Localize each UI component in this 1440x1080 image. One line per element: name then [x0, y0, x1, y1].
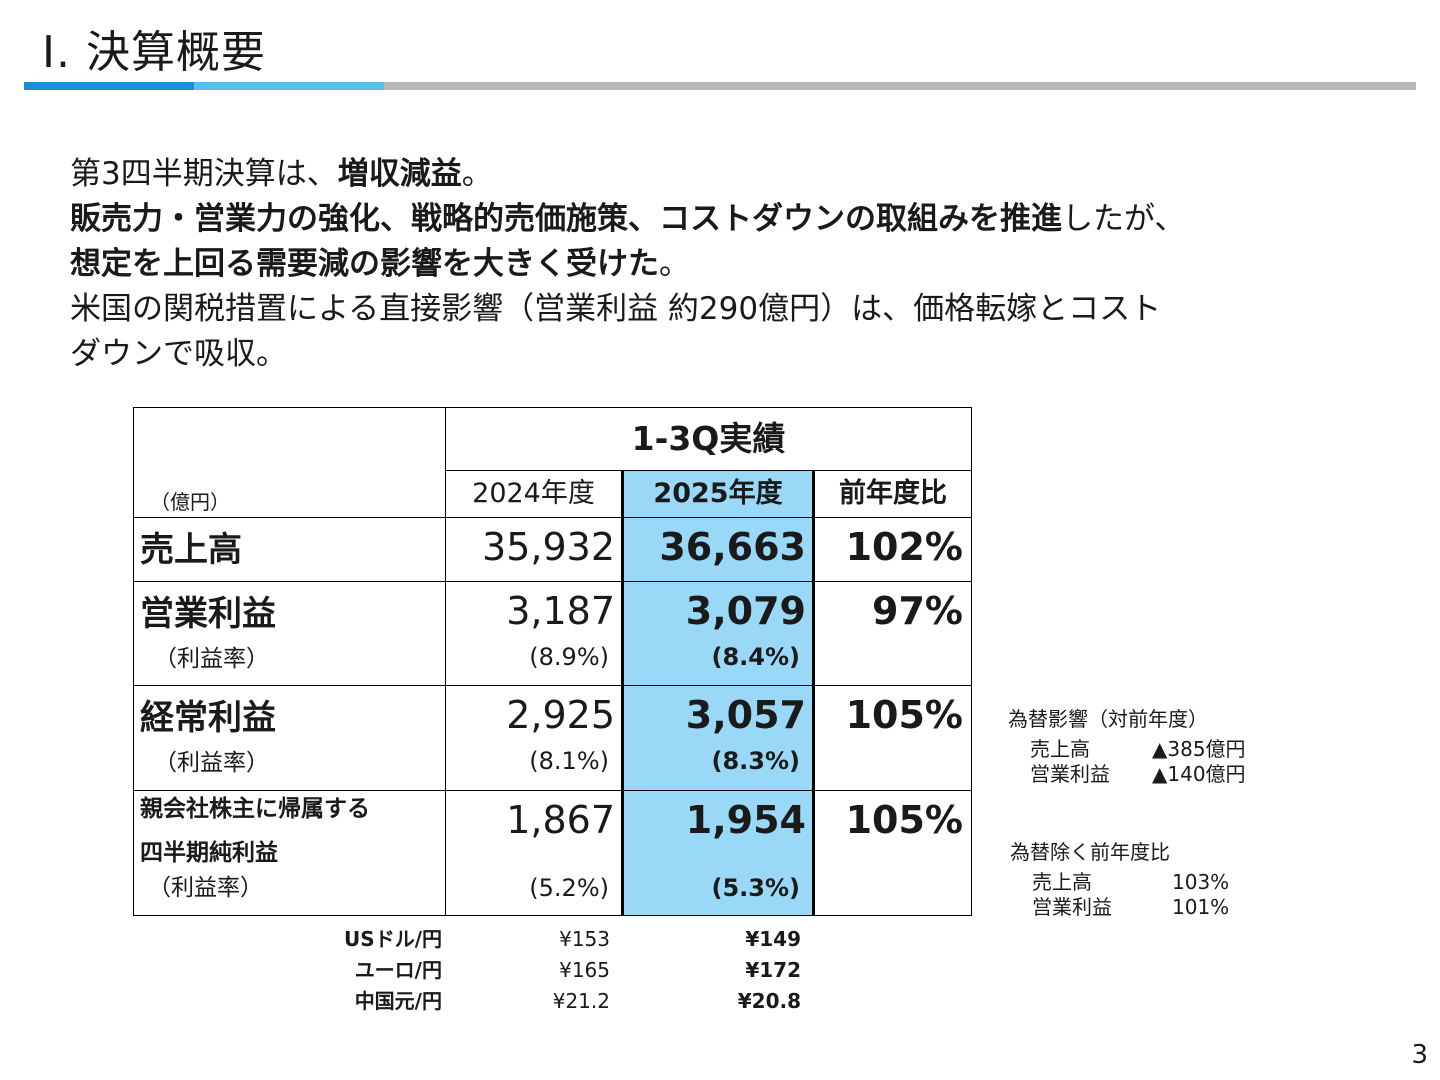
col-curr-year: 2025年度	[621, 470, 815, 518]
title-underline-light	[194, 82, 384, 90]
prev-value: 2,925	[506, 693, 615, 737]
results-table: （億円） 1-3Q実績 2024年度 2025年度 前年度比 売上高 35,93…	[133, 407, 972, 916]
note-row: 営業利益 101%	[1010, 894, 1310, 919]
table-row: 経常利益 （利益率） 2,925 (8.1%) 3,057 (8.3%) 105…	[133, 685, 972, 791]
table-row: 営業利益 （利益率） 3,187 (8.9%) 3,079 (8.4%) 97%	[133, 581, 972, 686]
fx-curr: ¥149	[745, 927, 801, 951]
prev-value: 1,867	[506, 798, 615, 842]
row-label-line2: 四半期純利益	[140, 840, 278, 866]
summary-text-run: したが、	[1062, 201, 1186, 237]
prev-value-cell: 1,867 (5.2%)	[445, 790, 623, 916]
summary-text-run: 。	[461, 156, 493, 192]
curr-rate: (5.3%)	[711, 874, 801, 902]
note-row: 営業利益 ▲140億円	[1008, 761, 1308, 786]
table-header-row: （億円） 1-3Q実績	[133, 407, 972, 518]
prev-value-cell: 2,925 (8.1%)	[445, 685, 623, 791]
row-sublabel: （利益率）	[154, 646, 269, 672]
curr-value: 36,663	[621, 517, 815, 582]
fx-prev: ¥21.2	[552, 989, 610, 1013]
col-ratio: 前年度比	[813, 470, 972, 518]
fx-curr: ¥172	[745, 958, 801, 982]
summary-line-4: 米国の関税措置による直接影響（営業利益 約290億円）は、価格転嫁とコスト	[70, 291, 1162, 327]
summary-text-run: 。	[659, 246, 690, 282]
title-underline-gray	[384, 82, 1416, 90]
fx-curr: ¥20.8	[737, 989, 801, 1013]
unit-label: （億円）	[133, 407, 446, 518]
ratio-value: 97%	[813, 581, 972, 686]
table-row: 売上高 35,932 36,663 102%	[133, 517, 972, 582]
ratio-value: 105%	[813, 685, 972, 791]
ratio-value: 105%	[813, 790, 972, 916]
row-label-cell: 営業利益 （利益率）	[133, 581, 446, 686]
summary-line-1: 第3四半期決算は、増収減益。	[70, 152, 1390, 197]
summary-line-3: 想定を上回る需要減の影響を大きく受けた。	[70, 242, 1390, 287]
summary-line-2: 販売力・営業力の強化、戦略的売価施策、コストダウンの取組みを推進したが、	[70, 197, 1390, 242]
page-title: Ⅰ. 決算概要	[42, 27, 266, 78]
ex-fx-note: 為替除く前年度比 売上高 103% 営業利益 101%	[1010, 839, 1310, 919]
fx-label: 中国元/円	[354, 989, 442, 1013]
note-heading: 為替除く前年度比	[1010, 840, 1170, 864]
note-row: 売上高 103%	[1010, 869, 1310, 894]
page-number: 3	[1411, 1040, 1428, 1070]
row-sublabel: （利益率）	[154, 750, 269, 776]
summary-line-5: ダウンで吸収。	[70, 336, 287, 372]
note-value: 103%	[1172, 870, 1230, 894]
period-header: 1-3Q実績	[445, 407, 972, 471]
note-label: 営業利益	[1032, 895, 1112, 919]
curr-rate: (8.4%)	[711, 643, 801, 671]
curr-value-cell: 3,079 (8.4%)	[621, 581, 815, 686]
fx-prev: ¥165	[559, 958, 610, 982]
curr-value-cell: 3,057 (8.3%)	[621, 685, 815, 791]
note-value: ▲140億円	[1152, 762, 1246, 786]
row-label-line1: 親会社株主に帰属する	[140, 796, 370, 822]
fx-prev: ¥153	[559, 927, 610, 951]
title-underline	[24, 82, 1416, 90]
row-label: 売上高	[133, 517, 446, 582]
curr-value: 3,079	[685, 589, 806, 633]
note-row: 売上高 ▲385億円	[1008, 736, 1308, 761]
note-label: 営業利益	[1030, 762, 1110, 786]
curr-rate: (8.3%)	[711, 747, 801, 775]
title-underline-dark	[24, 82, 194, 90]
summary-text: 第3四半期決算は、増収減益。 販売力・営業力の強化、戦略的売価施策、コストダウン…	[70, 152, 1390, 377]
prev-rate: (8.1%)	[529, 747, 609, 775]
row-sublabel: （利益率）	[148, 875, 263, 901]
summary-emphasis: 想定を上回る需要減の影響を大きく受けた	[70, 246, 659, 282]
note-heading: 為替影響（対前年度）	[1008, 707, 1208, 731]
row-label: 経常利益	[140, 698, 276, 738]
curr-value-cell: 1,954 (5.3%)	[621, 790, 815, 916]
note-value: ▲385億円	[1152, 737, 1246, 761]
prev-rate: (8.9%)	[529, 643, 609, 671]
fx-impact-note: 為替影響（対前年度） 売上高 ▲385億円 営業利益 ▲140億円	[1008, 706, 1308, 786]
row-label-cell: 親会社株主に帰属する 四半期純利益 （利益率）	[133, 790, 446, 916]
col-prev-year: 2024年度	[445, 470, 623, 518]
prev-value: 35,932	[445, 517, 623, 582]
fx-label: ユーロ/円	[354, 958, 442, 982]
note-value: 101%	[1172, 895, 1230, 919]
table-row: 親会社株主に帰属する 四半期純利益 （利益率） 1,867 (5.2%) 1,9…	[133, 790, 972, 916]
prev-rate: (5.2%)	[529, 874, 609, 902]
prev-value-cell: 3,187 (8.9%)	[445, 581, 623, 686]
summary-emphasis: 増収減益	[337, 156, 462, 192]
note-label: 売上高	[1030, 737, 1090, 761]
row-label: 営業利益	[140, 594, 276, 634]
ratio-value: 102%	[813, 517, 972, 582]
note-label: 売上高	[1032, 870, 1092, 894]
row-label-cell: 経常利益 （利益率）	[133, 685, 446, 791]
prev-value: 3,187	[506, 589, 615, 633]
fx-label: USドル/円	[344, 927, 442, 951]
curr-value: 3,057	[685, 693, 806, 737]
curr-value: 1,954	[685, 798, 806, 842]
summary-emphasis: 販売力・営業力の強化、戦略的売価施策、コストダウンの取組みを推進	[70, 201, 1062, 237]
summary-text-run: 第3四半期決算は、	[70, 156, 338, 192]
